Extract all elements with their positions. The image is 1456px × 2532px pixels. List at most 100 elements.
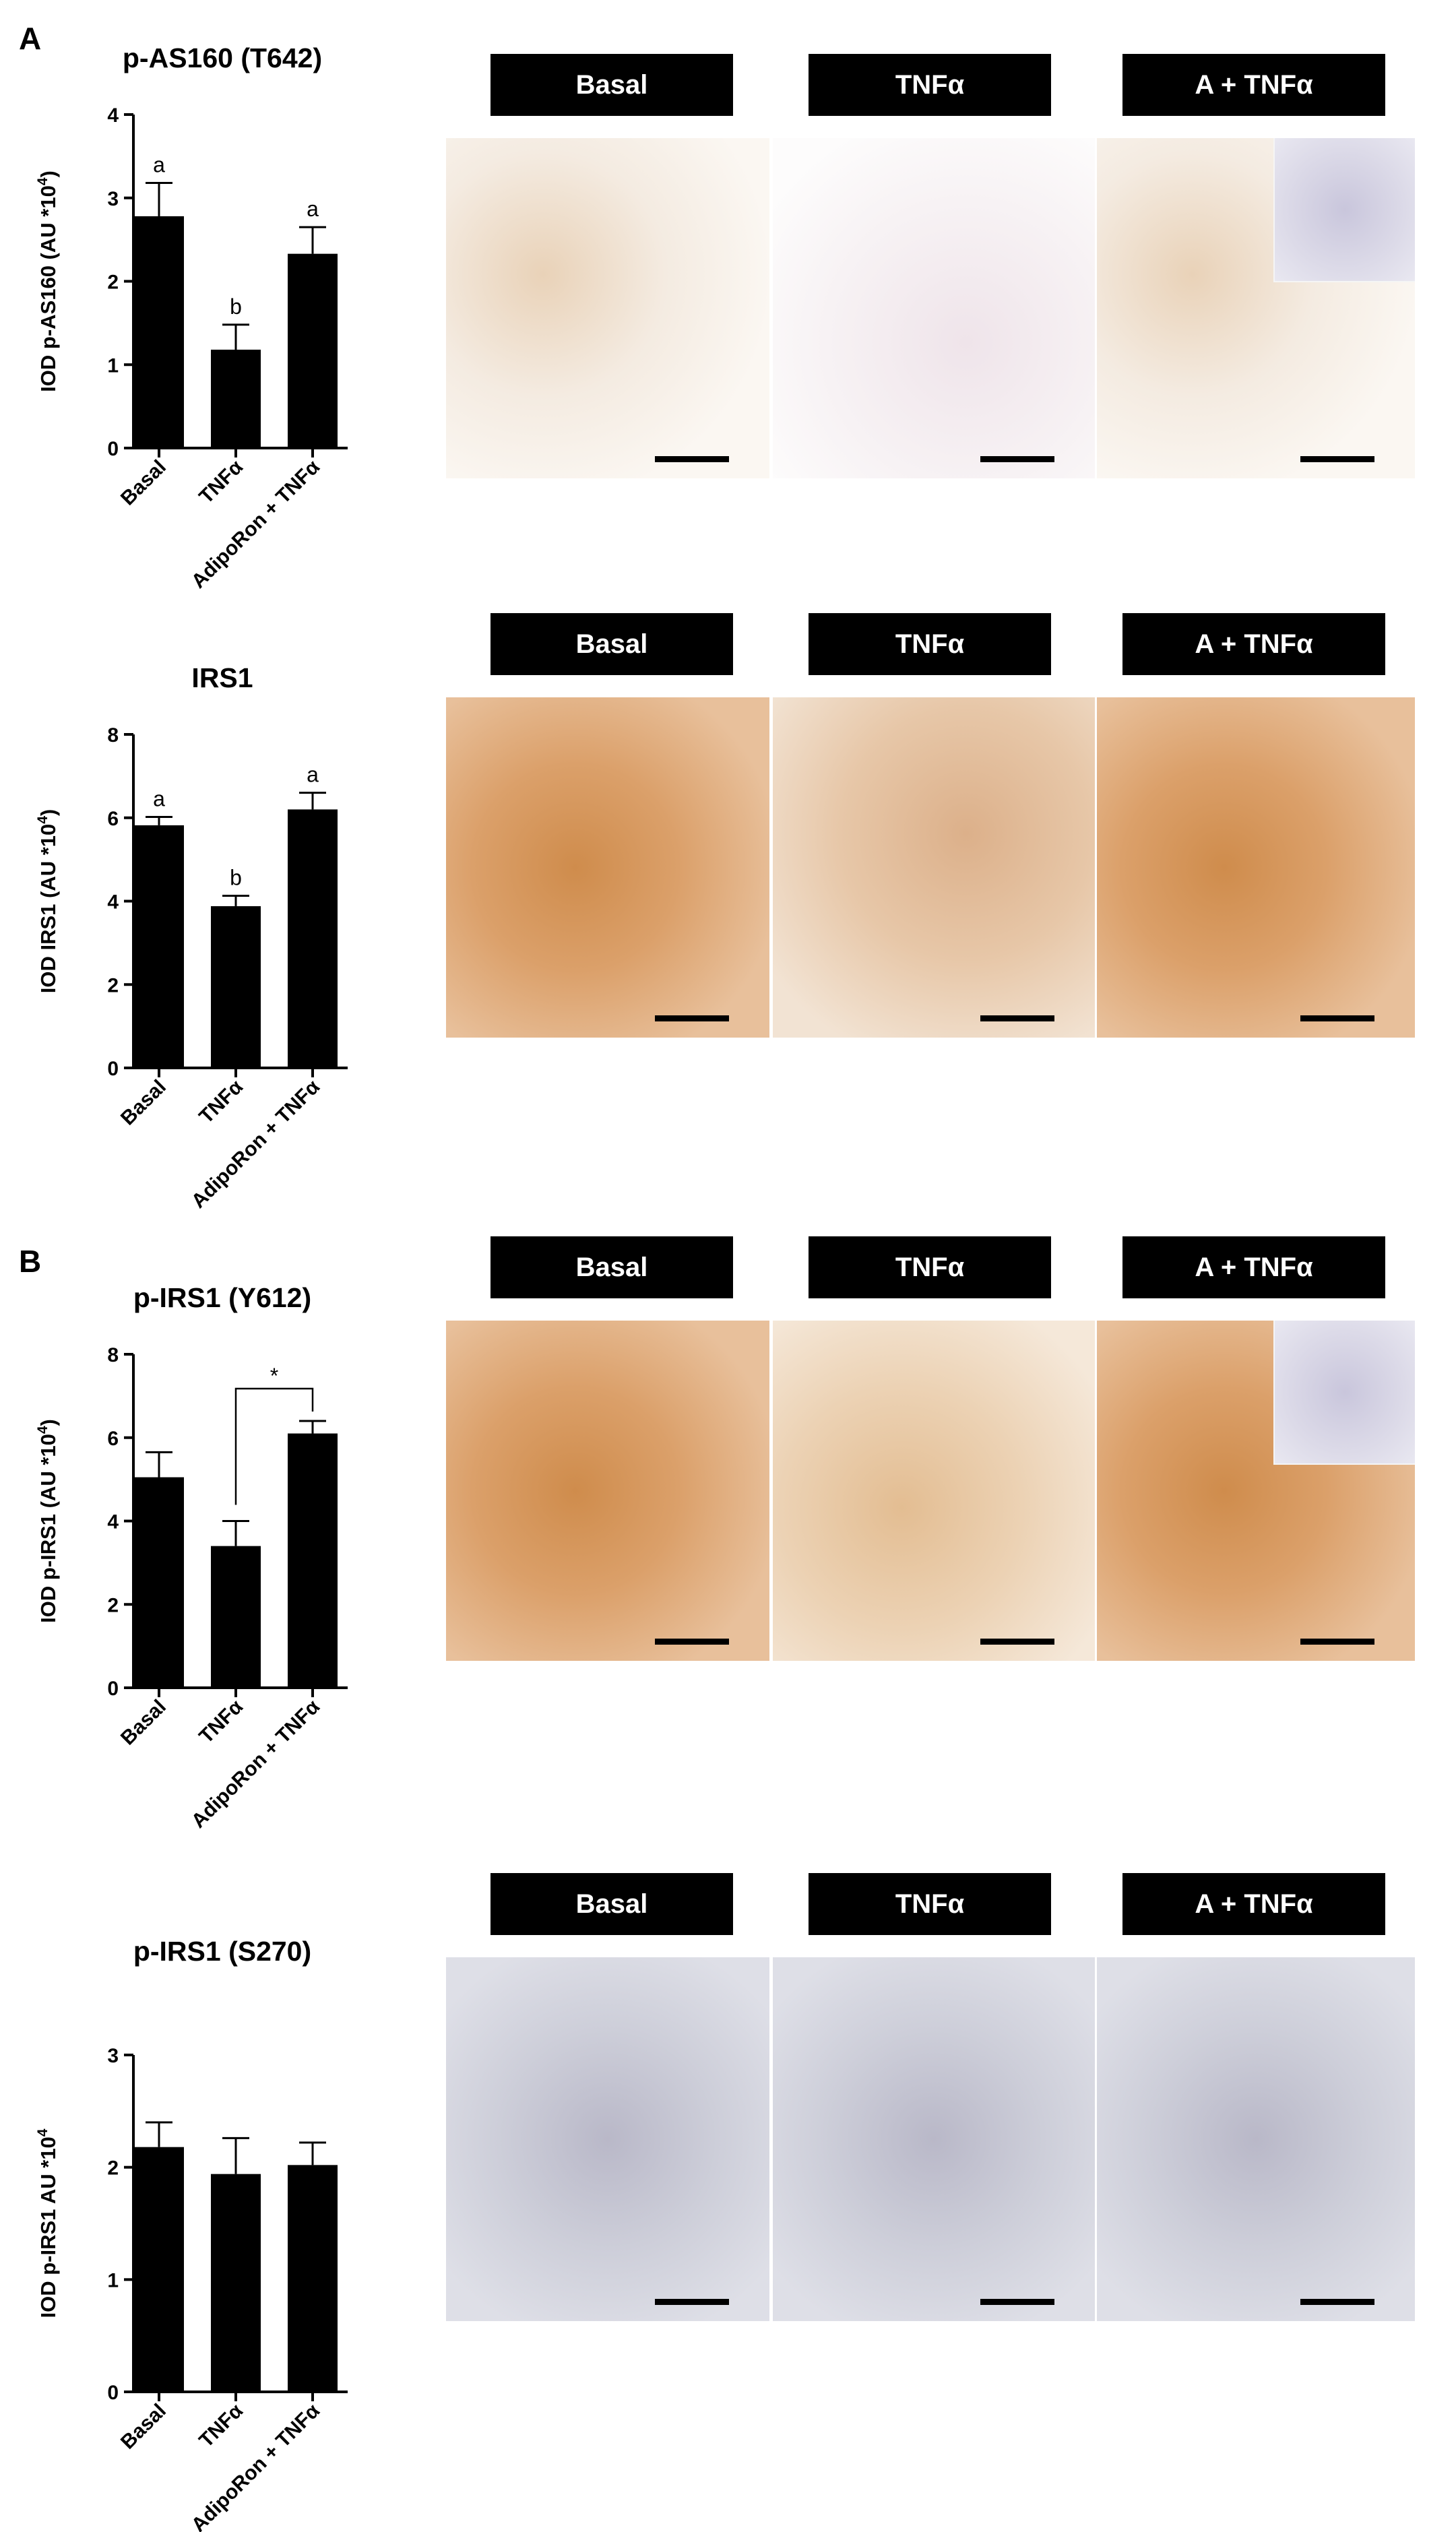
y-tick-label: 8: [107, 1344, 119, 1366]
micrograph-label: A + TNFα: [1122, 613, 1385, 675]
micrograph-label: A + TNFα: [1122, 1873, 1385, 1935]
category-label: Basal: [117, 2400, 170, 2454]
micrograph-image: [446, 1321, 769, 1661]
scale-bar: [1300, 456, 1374, 462]
category-label: Basal: [117, 1696, 170, 1750]
micrograph-image: [773, 697, 1095, 1038]
y-tick-label: 6: [107, 1428, 119, 1450]
significance-star: *: [270, 1364, 278, 1388]
micrograph-label: Basal: [490, 1873, 733, 1935]
category-label: AdipoRon + TNFα: [187, 1695, 325, 1833]
y-tick-label: 1: [107, 354, 119, 377]
micrograph-image: [446, 697, 769, 1038]
micrograph-image: [446, 138, 769, 478]
chart-title: p-AS160 (T642): [123, 42, 322, 73]
significance-letter: a: [153, 152, 165, 177]
category-label: AdipoRon + TNFα: [187, 2399, 325, 2532]
bar: [134, 825, 184, 1068]
micrograph-image: [773, 1957, 1095, 2321]
scale-bar: [655, 1639, 729, 1645]
scale-bar: [980, 2299, 1054, 2305]
negative-control-inset: [1273, 1321, 1415, 1465]
micrograph-label: A + TNFα: [1122, 54, 1385, 116]
category-label: AdipoRon + TNFα: [187, 455, 325, 593]
micrograph-image: [1097, 1321, 1415, 1661]
y-tick-label: 2: [107, 1594, 119, 1616]
negative-control-inset: [1273, 138, 1415, 283]
scale-bar: [1300, 1639, 1374, 1645]
y-tick-label: 3: [107, 2045, 119, 2067]
chart-p-irs1-y612: p-IRS1 (Y612) IOD p-IRS1 (AU *104) 0 2 4 6 8 Ba…: [35, 1282, 348, 1833]
scale-bar: [980, 1015, 1054, 1021]
y-tick-label: 0: [107, 1058, 119, 1080]
significance-bracket: [234, 1387, 314, 1505]
significance-letter: a: [307, 197, 319, 221]
micrograph-image: [1097, 138, 1415, 478]
y-tick-label: 1: [107, 2269, 119, 2291]
bar: [211, 1546, 261, 1688]
micrograph-label: TNFα: [809, 54, 1051, 116]
y-tick-label: 4: [107, 104, 119, 127]
micrograph-label: Basal: [490, 613, 733, 675]
scale-bar: [655, 2299, 729, 2305]
bar: [211, 2174, 261, 2392]
y-tick-label: 2: [107, 2157, 119, 2180]
category-label: TNFα: [195, 1695, 247, 1748]
micrograph-label: TNFα: [809, 1873, 1051, 1935]
y-tick-label: 6: [107, 808, 119, 830]
chart-title: IRS1: [191, 662, 253, 693]
chart-p-as160: p-AS160 (T642) IOD p-AS160 (AU *104) 0 1 2 3 4…: [35, 42, 348, 593]
bar: [134, 2147, 184, 2392]
y-tick-label: 2: [107, 272, 119, 294]
micrograph-image: [1097, 697, 1415, 1038]
y-tick-label: 0: [107, 2382, 119, 2404]
micrograph-image: [1097, 1957, 1415, 2321]
bar: [134, 1477, 184, 1688]
bar: [211, 349, 261, 448]
category-label: TNFα: [195, 2399, 247, 2452]
significance-letter: b: [230, 865, 242, 889]
category-label: Basal: [117, 456, 170, 510]
category-label: TNFα: [195, 1075, 247, 1128]
micrograph-image: [446, 1957, 769, 2321]
y-axis-label: IOD p-IRS1 AU *104: [35, 2128, 60, 2318]
y-axis-label: IOD IRS1 (AU *104): [35, 809, 60, 994]
category-label: Basal: [117, 1076, 170, 1130]
micrograph-label: TNFα: [809, 1236, 1051, 1298]
micrograph-label: A + TNFα: [1122, 1236, 1385, 1298]
chart-title: p-IRS1 (Y612): [133, 1282, 311, 1313]
category-label: AdipoRon + TNFα: [187, 1075, 325, 1213]
category-label: TNFα: [195, 455, 247, 508]
significance-letter: a: [307, 763, 319, 787]
significance-letter: b: [230, 294, 242, 319]
micrograph-label: TNFα: [809, 613, 1051, 675]
y-tick-label: 0: [107, 438, 119, 460]
micrograph-image: [773, 1321, 1095, 1661]
bar: [288, 1433, 338, 1688]
y-tick-label: 2: [107, 974, 119, 996]
chart-title: p-IRS1 (S270): [133, 1936, 311, 1967]
y-tick-label: 4: [107, 1511, 119, 1533]
significance-letter: a: [153, 787, 165, 811]
scale-bar: [980, 456, 1054, 462]
y-axis-label: IOD p-AS160 (AU *104): [35, 170, 60, 392]
chart-p-irs1-s270: p-IRS1 (S270) IOD p-IRS1 AU *104 0 1 2 3 Basal…: [35, 1936, 348, 2532]
bar: [288, 2165, 338, 2392]
scale-bar: [1300, 2299, 1374, 2305]
bar: [134, 216, 184, 448]
y-tick-label: 4: [107, 891, 119, 914]
y-tick-label: 3: [107, 188, 119, 210]
bar: [288, 253, 338, 448]
micrograph-label: Basal: [490, 1236, 733, 1298]
y-tick-label: 0: [107, 1678, 119, 1700]
panel-letter-b: B: [19, 1244, 42, 1279]
y-axis-label: IOD p-IRS1 (AU *104): [35, 1419, 60, 1623]
y-tick-label: 8: [107, 724, 119, 747]
scale-bar: [1300, 1015, 1374, 1021]
scale-bar: [655, 456, 729, 462]
scale-bar: [980, 1639, 1054, 1645]
panel-letter-a: A: [19, 21, 42, 56]
chart-irs1: IRS1 IOD IRS1 (AU *104) 0 2 4 6 8 a Basal b TNFα a A…: [35, 662, 348, 1213]
bar: [288, 809, 338, 1068]
bar: [211, 906, 261, 1068]
